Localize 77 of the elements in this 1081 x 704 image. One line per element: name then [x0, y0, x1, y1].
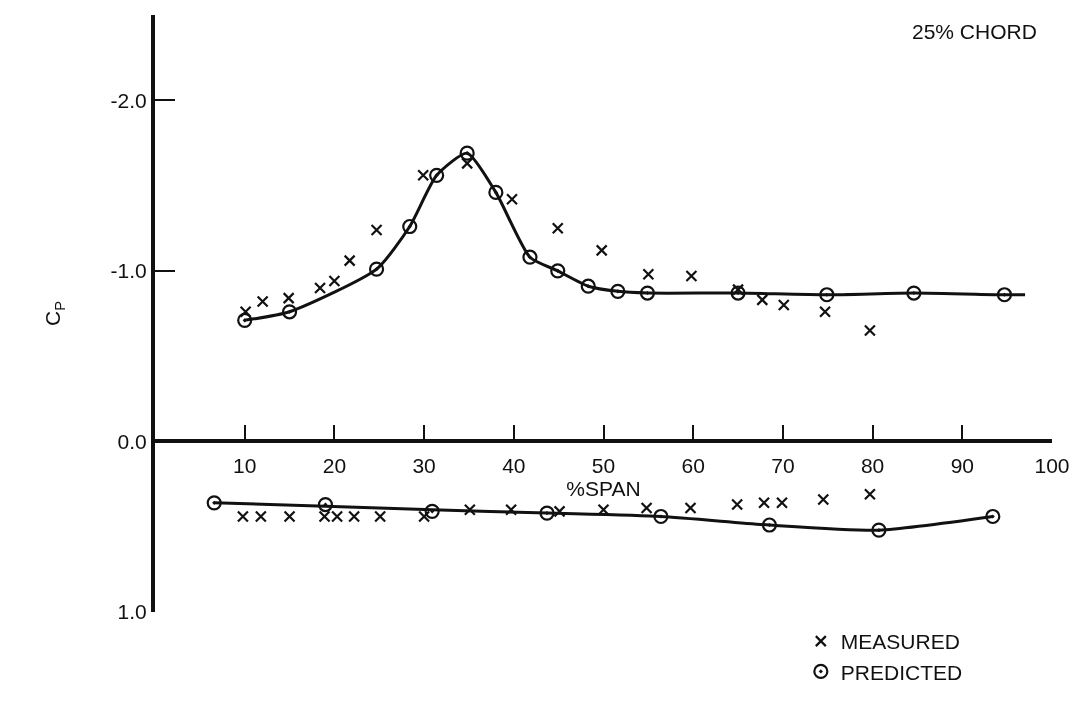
point — [256, 295, 269, 308]
point — [639, 285, 656, 301]
point — [459, 145, 475, 161]
point — [505, 503, 518, 516]
point — [237, 312, 253, 328]
point — [996, 287, 1013, 303]
point — [817, 493, 830, 506]
point — [313, 281, 327, 295]
point — [550, 263, 566, 279]
point — [418, 510, 431, 523]
point — [985, 508, 1001, 525]
y-tick-label: 1.0 — [117, 600, 147, 624]
point — [239, 305, 252, 318]
point — [236, 510, 250, 523]
x-tick-label: 80 — [860, 453, 885, 477]
point — [642, 268, 655, 281]
x-tick-label: 30 — [412, 453, 436, 477]
point — [522, 249, 538, 265]
point — [348, 510, 361, 523]
x-tick-label: 20 — [322, 453, 347, 477]
point — [539, 505, 555, 521]
x-tick-label: 40 — [502, 453, 526, 477]
point — [317, 496, 334, 513]
legend-label: PREDICTED — [840, 660, 963, 684]
point — [756, 293, 769, 306]
point — [819, 287, 835, 303]
annotation: 25% CHORD — [912, 20, 1037, 43]
point — [757, 496, 771, 509]
x-tick-label: 70 — [771, 453, 795, 477]
point — [463, 503, 476, 516]
point — [731, 498, 744, 511]
point — [610, 283, 626, 299]
point — [730, 285, 746, 301]
point — [417, 169, 430, 182]
point — [761, 517, 778, 533]
point — [402, 218, 418, 235]
point — [553, 505, 566, 518]
point — [863, 488, 877, 501]
point — [328, 274, 341, 288]
point — [254, 510, 267, 523]
point — [580, 278, 596, 294]
point — [505, 193, 519, 206]
point — [370, 223, 383, 237]
point — [863, 324, 877, 337]
point — [775, 496, 789, 509]
point — [597, 503, 610, 516]
x-tick-label: 90 — [950, 453, 974, 477]
x-axis-title: %SPAN — [566, 476, 641, 500]
point — [640, 501, 653, 515]
point — [368, 261, 385, 277]
y-tick-label: -1.0 — [110, 259, 147, 283]
point — [488, 184, 504, 200]
legend-label: MEASURED — [840, 630, 960, 654]
point — [374, 510, 387, 523]
point — [595, 244, 608, 257]
point — [818, 305, 832, 318]
point — [653, 508, 669, 525]
point — [685, 269, 698, 283]
point — [282, 292, 295, 305]
point — [461, 157, 474, 170]
point — [906, 285, 922, 301]
x-tick-label: 60 — [681, 453, 705, 477]
point — [429, 167, 445, 183]
point — [684, 501, 697, 515]
point — [281, 304, 298, 320]
x-tick-label: 50 — [591, 453, 616, 477]
y-tick-label: 0.0 — [117, 429, 147, 453]
point — [871, 522, 887, 538]
x-tick-label: 100 — [1034, 453, 1070, 477]
point — [551, 222, 564, 235]
point — [283, 510, 296, 523]
point — [343, 254, 356, 267]
y-tick-label: -2.0 — [110, 88, 147, 112]
point — [424, 503, 440, 519]
point — [206, 495, 222, 511]
point — [777, 298, 790, 312]
x-tick-label: 10 — [233, 453, 257, 477]
